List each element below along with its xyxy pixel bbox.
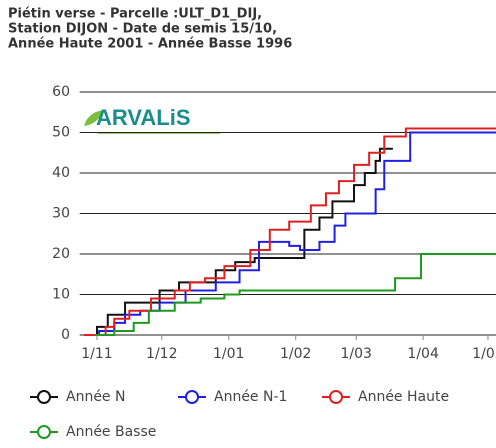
chart-title: Station DIJON - Date de semis 15/10, xyxy=(8,22,277,37)
legend-label: Année Haute xyxy=(358,389,449,405)
x-tick-label: 1/04 xyxy=(407,346,439,362)
legend-marker xyxy=(37,425,51,439)
step-line xyxy=(84,131,496,336)
x-tick-label: 1/11 xyxy=(81,346,112,362)
y-tick-label: 40 xyxy=(52,165,70,181)
legend-label: Année N-1 xyxy=(214,389,287,405)
x-tick-label: 1/01 xyxy=(213,346,244,362)
chart-title: Piétin verse - Parcelle :ULT_D1_DIJ, xyxy=(8,7,262,22)
step-line xyxy=(84,127,496,336)
y-tick-label: 50 xyxy=(52,125,70,141)
legend-marker xyxy=(185,390,199,404)
x-tick-label: 1/12 xyxy=(146,346,177,362)
y-tick-label: 10 xyxy=(52,287,70,303)
legend-label: Année Basse xyxy=(66,424,156,440)
step-line xyxy=(94,253,496,336)
y-tick-label: 0 xyxy=(61,327,70,343)
chart-title: Année Haute 2001 - Année Basse 1996 xyxy=(8,37,292,52)
x-tick-label: 1/02 xyxy=(280,346,311,362)
step-line xyxy=(84,147,393,336)
x-tick-label: 1/05 xyxy=(472,346,496,362)
legend-marker xyxy=(329,390,343,404)
logo-leaf xyxy=(84,110,104,126)
logo: ARVALiS xyxy=(96,105,191,130)
legend-label: Année N xyxy=(66,389,125,405)
y-tick-label: 20 xyxy=(52,246,70,262)
x-tick-label: 1/03 xyxy=(340,346,371,362)
y-tick-label: 60 xyxy=(52,84,70,100)
y-tick-label: 30 xyxy=(52,206,70,222)
legend-marker xyxy=(37,390,51,404)
